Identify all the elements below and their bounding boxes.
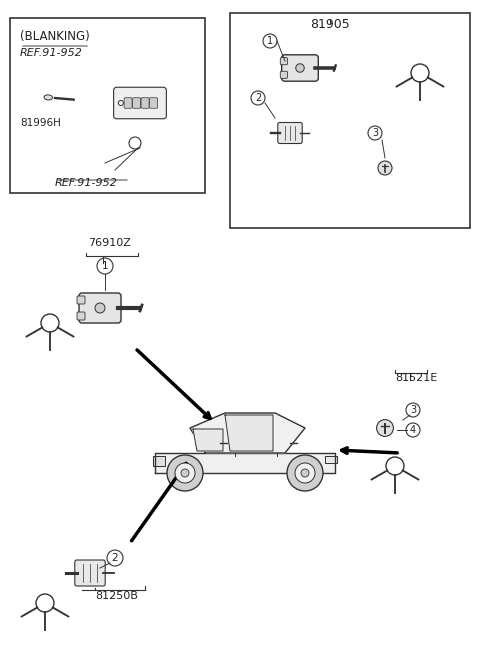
FancyBboxPatch shape: [114, 88, 167, 119]
Text: 81521E: 81521E: [395, 373, 437, 383]
FancyBboxPatch shape: [282, 55, 318, 81]
FancyBboxPatch shape: [230, 13, 470, 228]
Text: 4: 4: [410, 425, 416, 435]
FancyBboxPatch shape: [280, 57, 288, 65]
Circle shape: [181, 469, 189, 477]
Text: REF.91-952: REF.91-952: [20, 48, 83, 58]
FancyBboxPatch shape: [77, 296, 85, 304]
Text: REF.91-952: REF.91-952: [55, 178, 118, 188]
Circle shape: [287, 455, 323, 491]
FancyBboxPatch shape: [79, 293, 121, 323]
FancyBboxPatch shape: [280, 71, 288, 78]
Circle shape: [301, 469, 309, 477]
Circle shape: [167, 455, 203, 491]
Circle shape: [295, 463, 315, 483]
Text: 3: 3: [372, 128, 378, 138]
FancyBboxPatch shape: [132, 98, 141, 108]
FancyBboxPatch shape: [77, 312, 85, 320]
Circle shape: [175, 463, 195, 483]
Text: 81905: 81905: [310, 18, 350, 31]
Text: (BLANKING): (BLANKING): [20, 30, 90, 43]
Polygon shape: [190, 413, 305, 453]
Polygon shape: [153, 456, 165, 466]
Text: 2: 2: [112, 553, 118, 563]
FancyBboxPatch shape: [75, 560, 105, 586]
FancyBboxPatch shape: [124, 98, 132, 108]
Polygon shape: [155, 453, 335, 473]
FancyBboxPatch shape: [141, 98, 149, 108]
Circle shape: [95, 303, 105, 313]
Circle shape: [377, 420, 394, 436]
Polygon shape: [325, 456, 337, 463]
Text: 76910Z: 76910Z: [88, 238, 131, 248]
Circle shape: [378, 161, 392, 175]
Polygon shape: [225, 415, 273, 451]
FancyBboxPatch shape: [278, 123, 302, 144]
Ellipse shape: [44, 95, 52, 100]
Text: 1: 1: [267, 36, 273, 46]
Circle shape: [296, 64, 304, 72]
Text: 81996H: 81996H: [20, 118, 61, 128]
Text: 81250B: 81250B: [95, 591, 138, 601]
FancyBboxPatch shape: [10, 18, 205, 193]
Polygon shape: [193, 429, 223, 451]
Text: 2: 2: [255, 93, 261, 103]
Text: 3: 3: [410, 405, 416, 415]
FancyBboxPatch shape: [150, 98, 157, 108]
Text: 1: 1: [102, 261, 108, 271]
